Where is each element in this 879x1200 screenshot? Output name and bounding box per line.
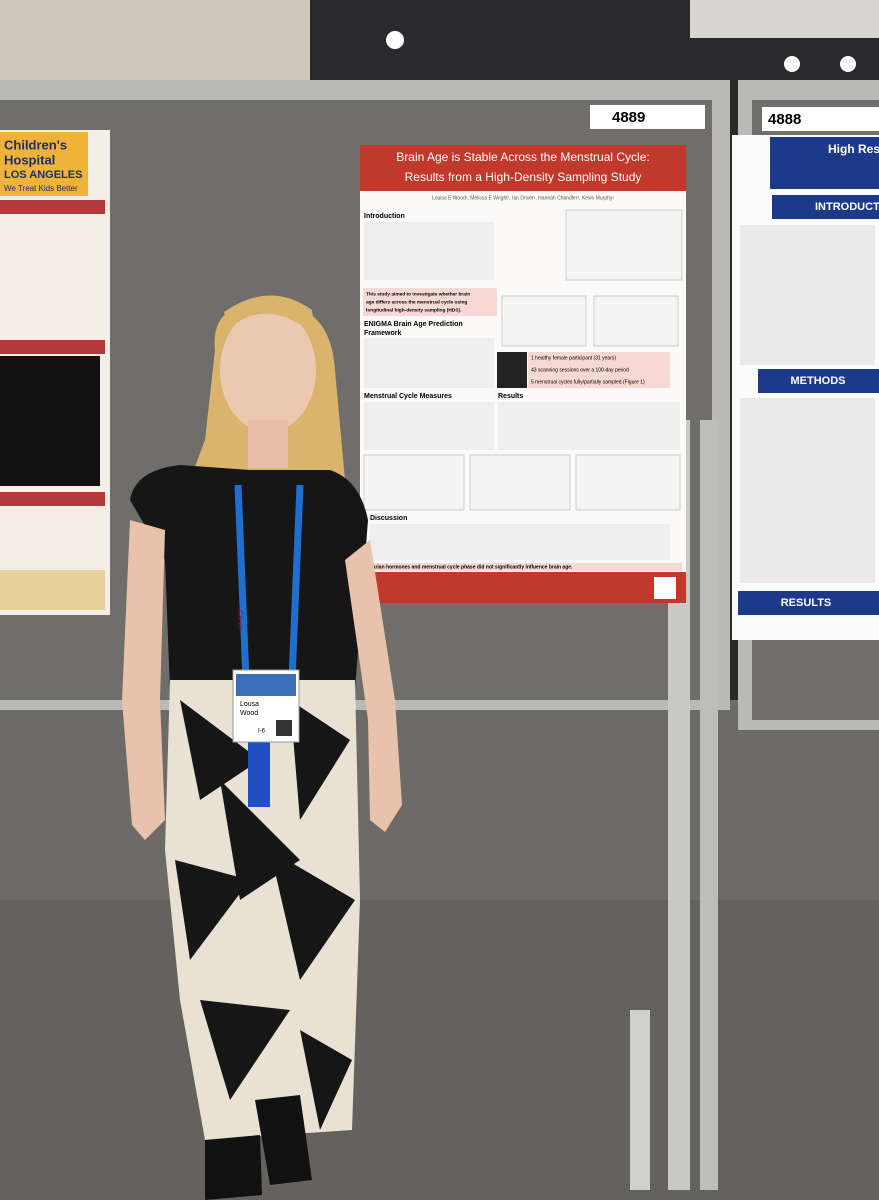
logo-text: Hospital: [4, 152, 55, 167]
stat: 5 menstrual cycles fully/partially sampl…: [531, 379, 645, 385]
logo-text: Children's: [4, 137, 67, 152]
section-title: Menstrual Cycle Measures: [364, 393, 452, 400]
stand-leg: [668, 420, 690, 1190]
board-number: 4889: [612, 109, 645, 126]
chart-image: [593, 295, 679, 347]
lanyard-text: Canon: [236, 610, 243, 631]
section-bar: [0, 492, 105, 506]
board-number: 4888: [768, 111, 801, 128]
section-bar: [758, 369, 879, 393]
text-block: [498, 402, 680, 450]
arm: [122, 520, 165, 840]
logo-text: LOS ANGELES: [4, 169, 82, 181]
section-title: ENIGMA Brain Age Prediction: [364, 321, 463, 328]
top: [130, 465, 368, 690]
title-bar: [770, 137, 879, 189]
light: [784, 56, 800, 72]
brain-image: [0, 356, 100, 486]
shoe: [255, 1095, 312, 1185]
stat: 43 scanning sessions over a 100-day peri…: [531, 367, 629, 373]
stat: 1 healthy female participant (31 years): [531, 355, 616, 361]
authors: Louisa E Wood¹, Melissa E Wright¹, Ian D…: [432, 195, 614, 201]
conclusion: Ovarian hormones and menstrual cycle pha…: [366, 564, 573, 570]
text-block: [740, 398, 875, 583]
lanyard: [234, 484, 304, 681]
text-block: [364, 338, 494, 388]
conclusion-bar: [364, 563, 682, 571]
light: [386, 31, 404, 49]
aim-text: This study aimed to investigate whether …: [366, 291, 470, 297]
qr-code: [654, 577, 676, 599]
ceiling-panel: [690, 0, 879, 38]
aim-text: longitudinal high-density sampling (HDS)…: [366, 307, 461, 313]
section-title: Framework: [364, 330, 401, 337]
section-bar: [738, 591, 879, 615]
stand-foot: [630, 1010, 650, 1190]
skirt-pattern: [175, 700, 355, 1130]
section-bar: [772, 195, 879, 219]
section-title: Introduction: [364, 213, 405, 220]
neck: [248, 420, 288, 468]
section-title: RESULTS: [781, 597, 832, 609]
floor-shade: [0, 900, 879, 1200]
chart-image: [501, 295, 587, 347]
section-bar: [0, 340, 105, 354]
note-box: [0, 570, 105, 610]
light: [840, 56, 856, 72]
section-title: METHODS: [791, 375, 846, 387]
arm: [345, 540, 402, 832]
text-block: [740, 225, 875, 365]
text-block: [364, 222, 494, 280]
ribbon: [248, 735, 270, 807]
footer-bar: [360, 572, 686, 603]
board-label: [590, 105, 705, 129]
poster-title: High Res: [828, 142, 879, 156]
title-bar: [360, 145, 686, 191]
section-title: Results: [498, 393, 523, 400]
aim-box: [363, 288, 497, 316]
chart-image: [469, 454, 571, 511]
shoe: [205, 1135, 262, 1200]
logo-block: [0, 132, 88, 196]
text-block: [364, 402, 494, 450]
aim-text: age differs across the menstrual cycle u…: [366, 299, 467, 305]
face: [220, 308, 316, 432]
hair: [224, 295, 315, 335]
brain-scan: [497, 352, 527, 388]
chart-image: [575, 454, 681, 511]
board-label: [762, 107, 879, 131]
wall: [0, 0, 310, 90]
badge-name: Wood: [240, 710, 258, 717]
badge-code: I-6: [258, 729, 266, 735]
text-block: [370, 524, 670, 560]
chart-image: [565, 209, 683, 281]
section-bar: [0, 200, 105, 214]
chart-image: [363, 454, 465, 511]
logo-tagline: We Treat Kids Better: [4, 184, 78, 193]
section-title: Discussion: [370, 515, 407, 522]
poster-title: Results from a High-Density Sampling Stu…: [405, 170, 642, 184]
stand-leg: [700, 420, 718, 1190]
badge-header: [236, 674, 296, 696]
poster-title: Brain Age is Stable Across the Menstrual…: [396, 150, 649, 164]
section-title: INTRODUCTION: [815, 201, 879, 213]
stats-box: [528, 352, 670, 388]
qr-code: [276, 720, 292, 736]
badge-name: Lousa: [240, 701, 259, 708]
